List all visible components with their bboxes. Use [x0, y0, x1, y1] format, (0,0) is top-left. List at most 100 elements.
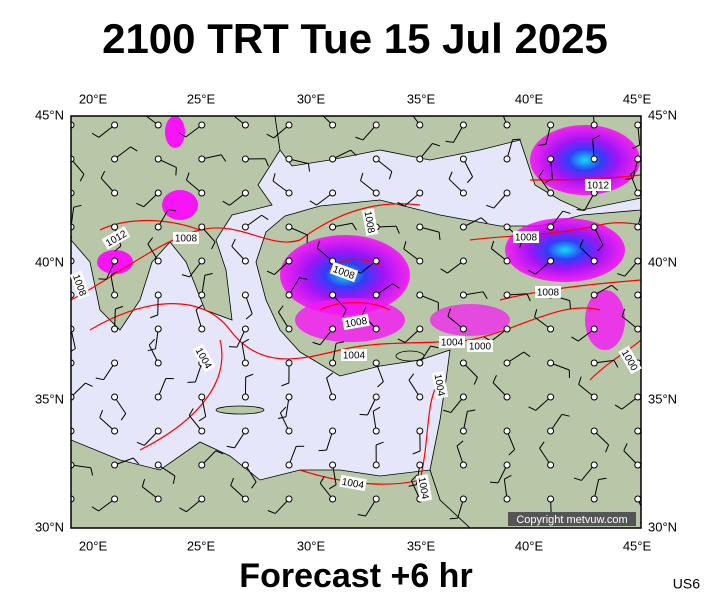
isobar-label-box [341, 349, 367, 361]
station [154, 291, 162, 299]
station [329, 461, 337, 469]
station [634, 257, 641, 265]
barb-flag [181, 274, 190, 278]
lat-label-right: 30°N [648, 519, 677, 534]
barb-flag [392, 283, 400, 289]
station [459, 155, 467, 163]
station [547, 189, 555, 197]
station [241, 257, 249, 265]
station [416, 291, 424, 299]
station [590, 393, 598, 401]
barb-flag [573, 477, 582, 481]
station [372, 121, 380, 129]
barb-flag [632, 144, 640, 149]
isobar-label-box [513, 231, 539, 243]
lat-label-right: 35°N [648, 391, 677, 406]
product-code: US6 [673, 576, 700, 592]
lon-label-bottom: 35°E [407, 538, 436, 553]
station [634, 427, 641, 435]
barb-flag [230, 105, 232, 113]
station [372, 461, 380, 469]
barb-flag [523, 351, 531, 358]
barb-flag [482, 291, 488, 299]
station [241, 359, 249, 367]
barb-flag [526, 293, 531, 302]
station [547, 257, 555, 265]
barb-flag [342, 309, 347, 318]
barb-flag [172, 475, 176, 484]
barb-flag [534, 309, 538, 318]
station [590, 495, 598, 503]
station [416, 393, 424, 401]
barb-flag [621, 308, 626, 317]
isobar-label: 1008 [513, 231, 539, 244]
isobar-label-box [439, 336, 465, 348]
barb-flag [198, 416, 206, 422]
station [547, 393, 555, 401]
isobar-label-text: 1004 [432, 373, 447, 397]
station [285, 461, 293, 469]
barb-flag [85, 382, 93, 387]
isobar-label: 1008 [362, 208, 379, 236]
station [503, 359, 511, 367]
barb-flag [486, 204, 494, 209]
barb-flag [350, 149, 357, 156]
barb-flag [395, 226, 400, 234]
barb-shaft [71, 498, 72, 499]
barb-flag [655, 421, 661, 426]
isobar-label-box [192, 343, 216, 373]
station [372, 393, 380, 401]
station [372, 359, 380, 367]
barb-flag [319, 476, 325, 484]
station [154, 461, 162, 469]
lat-label-left: 45°N [35, 107, 64, 122]
station [503, 495, 511, 503]
station [241, 291, 249, 299]
barb-flag [499, 101, 505, 106]
barb-flag [545, 178, 553, 183]
station [329, 121, 337, 129]
station [111, 359, 119, 367]
station [198, 189, 206, 197]
isobar-label: 1008 [173, 232, 199, 245]
barb-flag [231, 238, 236, 247]
station [329, 223, 337, 231]
barb-flag [597, 244, 604, 252]
barb-flag [490, 240, 495, 249]
station [111, 189, 119, 197]
isobar-label: 1004 [339, 474, 367, 492]
station [154, 495, 162, 503]
station [285, 495, 293, 503]
station [503, 291, 511, 299]
station [590, 359, 598, 367]
barb-shaft [71, 362, 72, 363]
station [329, 325, 337, 333]
barb-flag [211, 241, 216, 250]
isobar-label: 1008 [535, 286, 561, 299]
station [547, 155, 555, 163]
station [459, 223, 467, 231]
station [416, 155, 424, 163]
barb-flag [230, 477, 235, 486]
station [285, 359, 293, 367]
barb-flag [115, 305, 124, 310]
isobar-label-box [339, 474, 367, 492]
barb-flag [90, 467, 94, 476]
barb-flag [279, 406, 287, 414]
station [198, 257, 206, 265]
station [198, 325, 206, 333]
barb-flag [55, 479, 57, 487]
station [372, 291, 380, 299]
station [503, 189, 511, 197]
lon-label-bottom: 45°E [623, 538, 652, 553]
barb-flag [71, 348, 76, 353]
isobar-label-box [101, 226, 131, 250]
station [154, 223, 162, 231]
isobar-label-text: 1004 [441, 338, 464, 349]
station [241, 427, 249, 435]
isobar-label: 1004 [416, 474, 433, 502]
barb-flag [408, 484, 417, 487]
station [285, 393, 293, 401]
barb-flag [99, 409, 104, 418]
station [459, 325, 467, 333]
